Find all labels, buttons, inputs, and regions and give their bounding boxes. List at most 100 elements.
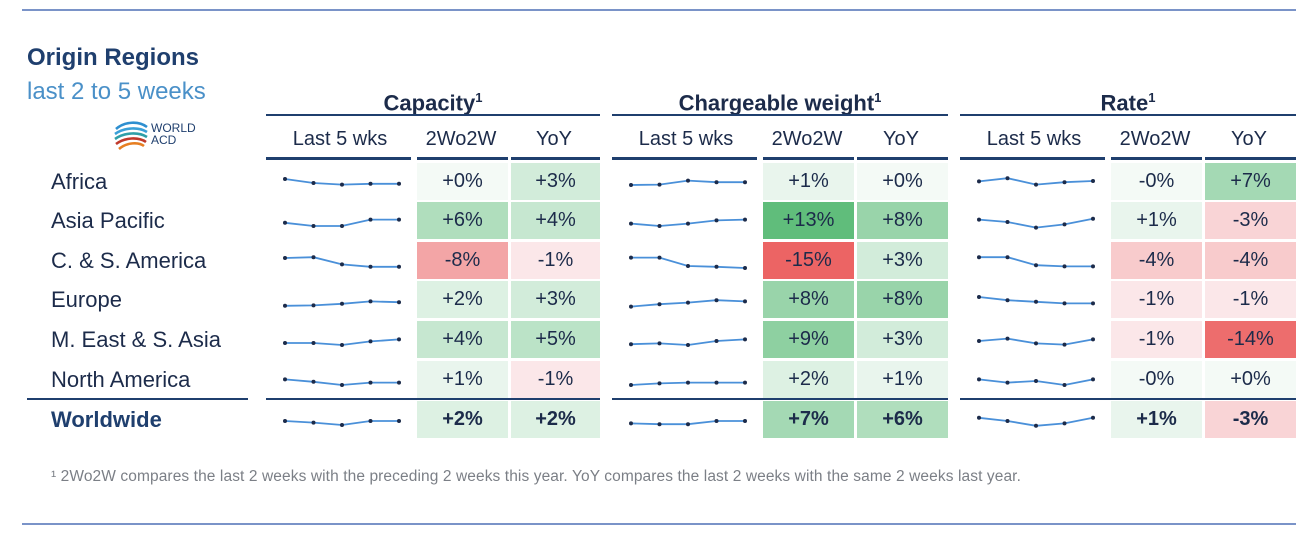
sparkline-point — [1062, 264, 1067, 269]
yoy-cell: +7% — [1205, 163, 1296, 200]
yoy-cell: -14% — [1205, 321, 1296, 358]
logo-line-2: ACD — [151, 133, 177, 147]
sparkline-point — [657, 255, 662, 260]
logo-line-1: WORLD — [151, 121, 196, 135]
sparkline-point — [1034, 299, 1038, 304]
total-rule — [27, 398, 248, 400]
yoy-cell: +3% — [511, 281, 600, 318]
sparkline-point — [283, 419, 287, 423]
sparkline-point — [1034, 225, 1038, 230]
yoy-cell: -3% — [1205, 401, 1296, 438]
total-rule — [612, 398, 948, 400]
sparkline-point — [1005, 336, 1010, 341]
page-subtitle: last 2 to 5 weeks — [27, 78, 206, 105]
sparkline-point — [743, 380, 747, 385]
sparkline-point — [714, 218, 719, 223]
wo2w-cell: -4% — [1111, 242, 1202, 279]
sparkline-point — [283, 303, 287, 308]
group-name: Chargeable weight — [678, 90, 875, 116]
wo2w-cell: +1% — [417, 361, 508, 398]
sparkline-point — [340, 343, 344, 347]
yoy-cell: -1% — [511, 242, 600, 279]
sparkline-point — [311, 341, 316, 345]
sparkline-point — [340, 224, 344, 228]
sparkline-point — [977, 217, 981, 222]
sparkline-point — [368, 339, 373, 344]
row-label: Worldwide — [51, 407, 162, 432]
sparkline-point — [1005, 255, 1010, 260]
sparkline-point — [686, 264, 690, 268]
row-label: Africa — [51, 169, 108, 194]
wo2w-cell: -0% — [1111, 163, 1202, 200]
wo2w-cell: -15% — [763, 242, 854, 279]
yoy-cell: -1% — [511, 361, 600, 398]
sparkline-point — [743, 419, 747, 423]
footnote: ¹ 2Wo2W compares the last 2 weeks with t… — [51, 468, 1021, 485]
sparkline-point — [368, 299, 373, 304]
sparkline-point — [1034, 182, 1038, 187]
sparkline-point — [657, 422, 662, 427]
column-header: 2Wo2W — [771, 128, 843, 150]
row-label: Europe — [51, 287, 122, 312]
sparkline-point — [1034, 379, 1038, 383]
row-label: Asia Pacific — [51, 208, 165, 233]
group-name: Rate — [1100, 90, 1149, 116]
logo-text: WORLD ACD — [151, 122, 196, 146]
header-rule — [511, 157, 600, 160]
column-header: 2Wo2W — [1119, 128, 1191, 150]
sparkline-point — [1091, 377, 1095, 382]
sparkline-point — [714, 264, 719, 269]
sparkline-point — [977, 295, 981, 299]
sparkline-point — [311, 224, 316, 228]
column-header: YoY — [536, 128, 572, 150]
sparkline-point — [311, 379, 316, 384]
wo2w-cell: +0% — [417, 163, 508, 200]
wo2w-cell: -8% — [417, 242, 508, 279]
header-rule — [417, 157, 508, 160]
group-name: Capacity — [383, 90, 476, 116]
sparkline-point — [657, 341, 662, 346]
sparkline-point — [629, 221, 633, 226]
sparkline-point — [629, 255, 633, 260]
sparkline-point — [1091, 216, 1095, 221]
sparkline-point — [686, 221, 690, 226]
sparkline-point — [311, 303, 316, 308]
sparkline-point — [1091, 337, 1095, 342]
wo2w-cell: +1% — [1111, 202, 1202, 239]
sparkline-point — [1062, 383, 1067, 387]
sparkline-point — [1091, 179, 1095, 183]
sparkline-point — [311, 255, 316, 260]
sparkline-point — [1005, 176, 1010, 181]
header-rule — [612, 157, 757, 160]
page-title: Origin Regions — [27, 44, 200, 71]
sparkline-point — [1034, 341, 1038, 346]
sparkline-point — [397, 300, 401, 305]
sparkline-point — [397, 217, 401, 222]
yoy-cell: +3% — [511, 163, 600, 200]
sparkline-point — [397, 419, 401, 423]
sparkline-point — [368, 264, 373, 269]
group-rule — [612, 114, 948, 116]
group-rule — [960, 114, 1296, 116]
row-label: C. & S. America — [51, 248, 207, 273]
sparkline-point — [657, 182, 662, 187]
yoy-cell: +8% — [857, 281, 948, 318]
sparkline-point — [743, 299, 747, 304]
column-header: YoY — [883, 128, 919, 150]
sparkline-point — [657, 224, 662, 228]
sparkline-point — [311, 420, 316, 425]
yoy-cell: -1% — [1205, 281, 1296, 318]
group-header-chargeable-weight: Chargeable weight1 — [612, 83, 948, 116]
sparkline-point — [743, 180, 747, 185]
sparkline-point — [368, 380, 373, 385]
wo2w-cell: +2% — [763, 361, 854, 398]
sparkline-point — [283, 177, 287, 181]
sparkline-point — [657, 381, 662, 386]
wo2w-cell: +7% — [763, 401, 854, 438]
globe-swirl-icon — [114, 121, 148, 151]
wo2w-cell: +1% — [763, 163, 854, 200]
yoy-cell: +5% — [511, 321, 600, 358]
yoy-cell: +2% — [511, 401, 600, 438]
sparkline-point — [629, 183, 633, 187]
sparkline-point — [397, 337, 401, 342]
